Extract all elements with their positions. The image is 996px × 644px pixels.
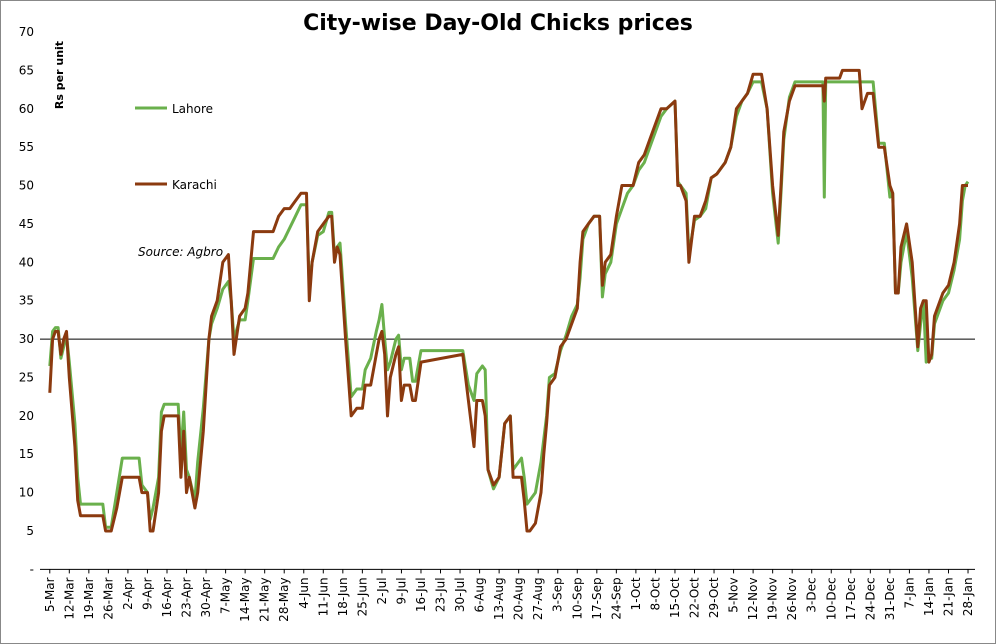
x-tick-label: 20-Aug <box>512 577 526 620</box>
chart-title: City-wise Day-Old Chicks prices <box>303 11 693 36</box>
y-tick-label: 5 <box>26 524 34 538</box>
x-tick-label: 7-May <box>219 577 233 614</box>
y-tick-label: 15 <box>19 447 34 461</box>
x-tick-label: 14-Jan <box>922 577 936 616</box>
x-tick-label: 25-Jun <box>355 577 369 616</box>
x-tick-label: 19-Mar <box>82 577 96 619</box>
x-tick-label: 24-Sep <box>609 577 623 619</box>
series-line <box>48 68 968 533</box>
x-tick-label: 17-Sep <box>590 577 604 619</box>
x-tick-label: 21-May <box>258 577 272 621</box>
x-tick-label: 2-Apr <box>121 577 135 610</box>
x-tick-label: 18-Jun <box>336 577 350 616</box>
y-tick-label: 10 <box>19 486 34 500</box>
x-tick-label: 12-Nov <box>746 577 760 620</box>
y-axis-label: Rs per unit <box>53 41 66 109</box>
y-tick-label: 65 <box>19 63 34 77</box>
x-tick-label: 16-Jul <box>414 577 428 612</box>
x-tick-label: 5-Mar <box>43 577 57 612</box>
x-tick-label: 29-Oct <box>707 577 721 618</box>
y-tick-label: 40 <box>19 255 34 269</box>
x-tick-label: 3-Sep <box>551 577 565 612</box>
x-tick-label: 31-Dec <box>883 577 897 620</box>
y-tick-label: 45 <box>19 217 34 231</box>
legend-label: Lahore <box>172 102 213 116</box>
y-tick-label: 35 <box>19 294 34 308</box>
x-tick-label: 15-Oct <box>668 577 682 618</box>
x-tick-label: 13-Aug <box>492 577 506 620</box>
y-tick-label: 70 <box>19 25 34 39</box>
y-tick-label: 25 <box>19 370 34 384</box>
x-tick-label: 28-Jan <box>961 577 975 616</box>
y-tick-label: 60 <box>19 102 34 116</box>
x-tick-label: 16-Apr <box>160 577 174 617</box>
x-tick-label: 17-Dec <box>844 577 858 620</box>
x-tick-label: 10-Sep <box>570 577 584 619</box>
source-note: Source: Agbro <box>138 245 223 259</box>
y-tick-label: - <box>30 562 34 576</box>
x-tick-label: 6-Aug <box>473 577 487 612</box>
x-tick-label: 3-Dec <box>805 577 819 612</box>
x-tick-label: 12-Mar <box>62 577 76 619</box>
legend-label: Karachi <box>172 178 217 192</box>
x-tick-label: 11-Jun <box>316 577 330 616</box>
x-tick-label: 24-Dec <box>863 577 877 620</box>
x-tick-label: 30-Apr <box>199 577 213 617</box>
x-tick-label: 8-Oct <box>648 577 662 610</box>
x-tick-label: 23-Apr <box>180 577 194 617</box>
y-tick-label: 50 <box>19 179 34 193</box>
x-tick-label: 26-Nov <box>785 577 799 620</box>
x-tick-label: 14-May <box>238 577 252 621</box>
x-tick-label: 30-Jul <box>453 577 467 612</box>
x-tick-label: 26-Mar <box>101 577 115 619</box>
x-tick-label: 2-Jul <box>375 577 389 604</box>
x-tick-label: 19-Nov <box>766 577 780 620</box>
x-tick-label: 28-May <box>277 577 291 621</box>
x-tick-label: 23-Jul <box>434 577 448 612</box>
x-tick-label: 27-Aug <box>531 577 545 620</box>
x-tick-label: 4-Jun <box>297 577 311 608</box>
x-tick-label: 10-Dec <box>824 577 838 620</box>
y-tick-label: 20 <box>19 409 34 423</box>
x-tick-label: 5-Nov <box>727 577 741 612</box>
y-tick-label: 55 <box>19 140 34 154</box>
x-tick-label: 21-Jan <box>941 577 955 616</box>
y-tick-label: 30 <box>19 332 34 346</box>
x-tick-label: 9-Apr <box>140 577 154 610</box>
x-tick-label: 7-Jan <box>902 577 916 608</box>
x-tick-label: 22-Oct <box>688 577 702 618</box>
x-tick-label: 1-Oct <box>629 577 643 610</box>
x-tick-label: 9-Jul <box>394 577 408 604</box>
